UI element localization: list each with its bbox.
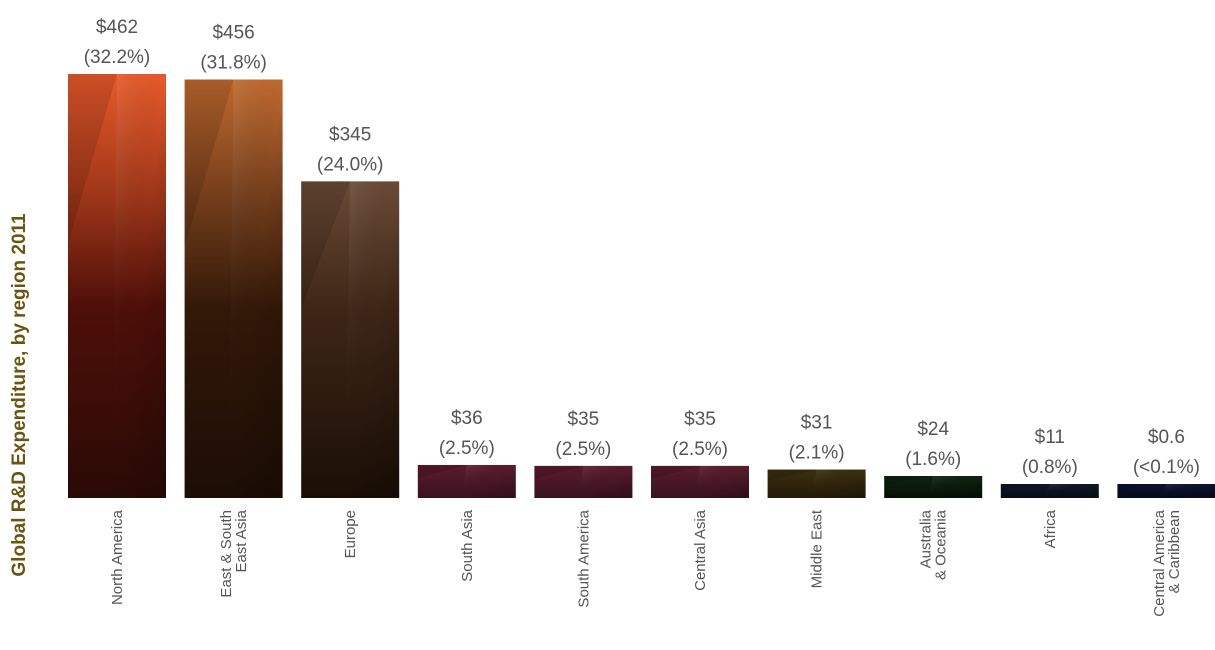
value-label-9: $0.6 [1148,427,1185,448]
category-label-line: Middle East [809,509,826,588]
percent-label-5: (2.5%) [672,439,728,460]
category-label-line: & Caribbean [1166,510,1183,593]
bar-facet-1 [229,80,283,498]
category-label-8: Africa [1042,509,1059,548]
bar-facet-9 [1162,484,1215,498]
value-label-6: $31 [801,413,833,434]
category-label-5: Central Asia [692,509,709,591]
value-label-8: $11 [1035,427,1065,448]
value-label-5: $35 [684,409,716,430]
bar-facet-6 [812,470,866,498]
category-label-9: Central America& Caribbean [1151,509,1183,616]
value-label-7: $24 [917,419,949,440]
bar-facet-0 [112,74,166,498]
category-label-line: East Asia [233,509,250,572]
value-label-4: $35 [568,409,600,430]
category-label-line: South Asia [459,509,476,581]
category-label-line: Central Asia [692,509,709,591]
value-label-0: $462 [96,17,138,38]
category-label-2: Europe [342,510,359,558]
category-label-4: South America [575,509,592,607]
category-label-line: South America [575,509,592,607]
category-label-line: North America [109,509,126,605]
value-label-2: $345 [329,124,371,145]
category-label-3: South Asia [459,509,476,581]
chart-title: Global R&D Expenditure, by region 2011 [9,213,30,577]
percent-label-9: (<0.1%) [1133,457,1200,478]
percent-label-0: (32.2%) [84,47,151,68]
percent-label-6: (2.1%) [789,443,845,464]
category-label-line: Europe [342,510,359,558]
percent-label-8: (0.8%) [1022,457,1078,478]
percent-label-7: (1.6%) [905,449,961,470]
percent-label-2: (24.0%) [317,154,384,175]
bar-facet-7 [928,476,982,498]
percent-label-4: (2.5%) [555,439,611,460]
category-label-line: Africa [1042,509,1059,548]
percent-label-3: (2.5%) [439,438,495,459]
value-label-1: $456 [212,23,254,44]
percent-label-1: (31.8%) [200,53,267,74]
bar-facet-2 [345,181,399,498]
category-label-0: North America [109,509,126,605]
category-label-6: Middle East [809,509,826,588]
bar-facet-5 [695,466,749,498]
category-label-line: & Oceania [933,509,950,580]
category-label-7: Australia& Oceania [918,509,950,580]
bar-facet-4 [579,466,633,498]
bar-facet-3 [462,465,516,498]
bar-facet-8 [1045,484,1099,498]
value-label-3: $36 [451,408,483,429]
